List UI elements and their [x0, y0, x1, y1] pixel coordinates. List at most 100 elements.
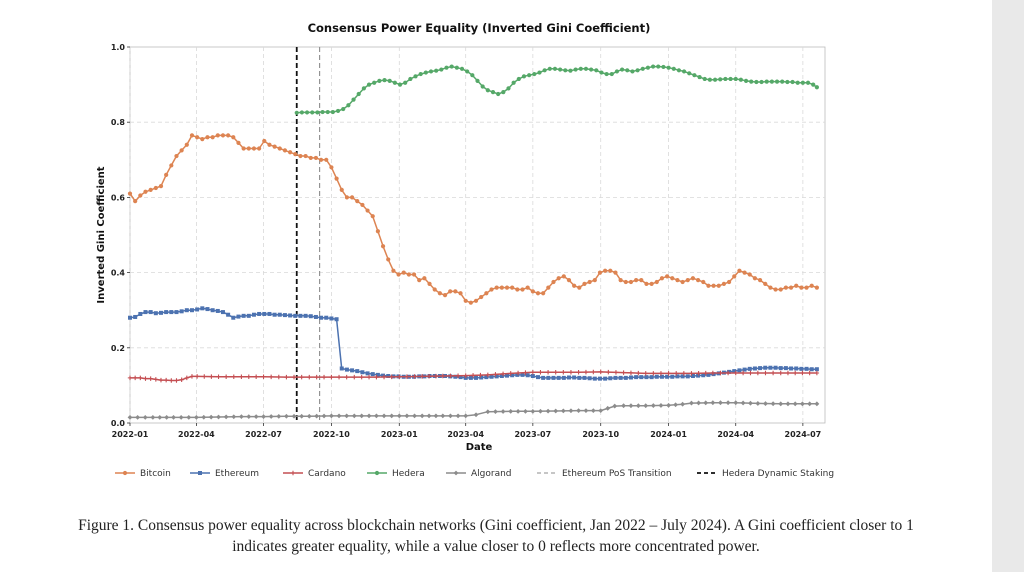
hedera-point [377, 78, 382, 83]
algorand-point [336, 413, 342, 419]
bitcoin-point [726, 279, 732, 285]
cardano-point [478, 372, 483, 378]
ethereum-point [267, 311, 272, 316]
bitcoin-point [427, 281, 432, 286]
cardano-point [389, 374, 394, 380]
ethereum-point [592, 376, 597, 381]
hedera-point [743, 78, 749, 83]
bitcoin-point [494, 285, 499, 290]
bitcoin-point [220, 133, 226, 138]
algorand-point [770, 401, 776, 407]
y-tick-label: 0.0 [111, 419, 126, 428]
hedera-point [454, 65, 459, 70]
hedera-point [769, 79, 774, 84]
cardano-point [253, 374, 259, 379]
algorand-point [658, 403, 664, 408]
hedera-point [573, 67, 578, 72]
ethereum-point [288, 313, 293, 318]
cardano-point [606, 369, 611, 375]
ethereum-point [360, 370, 365, 375]
hedera-point [527, 73, 532, 78]
ethereum-point [344, 367, 349, 372]
hedera-point [465, 69, 470, 74]
bitcoin-point [251, 146, 257, 151]
bitcoin-point [473, 298, 479, 303]
algorand-point [374, 413, 379, 419]
cardano-point [621, 370, 626, 375]
cardano-point [174, 378, 179, 383]
cardano-point [778, 370, 783, 376]
hedera-point [418, 71, 423, 77]
bitcoin-point [148, 187, 153, 192]
cardano-point [770, 370, 776, 376]
ethereum-point [649, 375, 654, 380]
ethereum-point [158, 310, 163, 315]
ethereum-point [525, 373, 530, 378]
ethereum-point [164, 310, 169, 315]
hedera-point [537, 70, 542, 75]
ethereum-point [148, 310, 153, 315]
ethereum-point [474, 375, 479, 380]
algorand-point [157, 414, 163, 420]
bitcoin-point [525, 285, 530, 290]
ethereum-point [489, 374, 494, 379]
cardano-point [321, 374, 327, 380]
algorand-point [329, 413, 334, 419]
ethereum-point [179, 309, 184, 314]
cardano-point [598, 369, 603, 375]
bitcoin-point [308, 155, 313, 161]
bitcoin-point [711, 283, 716, 288]
bitcoin-point [231, 135, 236, 140]
cardano-point [755, 370, 761, 376]
ethereum-point [153, 311, 158, 316]
bitcoin-point [282, 148, 288, 153]
ethereum-point [510, 373, 515, 378]
algorand-point [246, 414, 252, 420]
bitcoin-point [153, 185, 158, 191]
cardano-point [184, 375, 190, 381]
algorand-point [576, 408, 581, 413]
algorand-point [689, 400, 694, 406]
bitcoin-point [572, 283, 577, 288]
y-tick-label: 0.2 [111, 344, 125, 353]
algorand-point [590, 408, 596, 413]
algorand-point [366, 413, 372, 419]
hedera-point [666, 65, 671, 70]
cardano-point [336, 374, 342, 380]
hedera-point [558, 67, 563, 72]
hedera-point [661, 64, 666, 70]
hedera-point [563, 68, 568, 73]
algorand-point [748, 400, 753, 406]
y-tick-label: 0.4 [111, 269, 126, 278]
hedera-series [294, 64, 819, 115]
ethereum-point [303, 313, 308, 318]
bitcoin-point [246, 146, 251, 151]
chart-title: Consensus Power Equality (Inverted Gini … [308, 21, 651, 35]
hedera-point [589, 67, 594, 72]
hedera-point [403, 80, 408, 85]
ethereum-point [169, 310, 174, 315]
y-axis-title: Inverted Gini Coefficient [96, 166, 107, 303]
cardano-point [800, 370, 805, 376]
legend-item-hedera: Hedera [367, 469, 425, 479]
caption-line-2: indicates greater equality, while a valu… [232, 538, 760, 555]
ethereum-point [644, 375, 649, 380]
legend-marker [453, 470, 459, 476]
ethereum-point [577, 375, 582, 380]
ethereum-point [505, 373, 510, 378]
hedera-point [413, 74, 418, 79]
hedera-point [780, 79, 785, 84]
hedera-point [506, 86, 511, 91]
algorand-point [359, 413, 365, 419]
bitcoin-point [546, 285, 551, 290]
x-tick-label: 2023-01 [381, 430, 418, 439]
bitcoin-point [241, 146, 246, 151]
algorand-point [404, 413, 410, 419]
ethereum-point [685, 374, 690, 379]
cardano-point [239, 374, 244, 379]
ethereum-point [566, 375, 571, 380]
bitcoin-point [582, 281, 587, 286]
hedera-point [516, 76, 521, 82]
hedera-point [723, 76, 728, 82]
ethereum-point [350, 368, 355, 373]
